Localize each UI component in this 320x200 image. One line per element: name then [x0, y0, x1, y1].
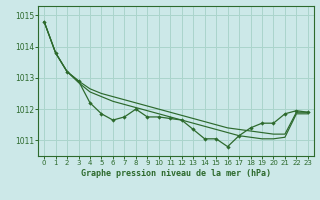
X-axis label: Graphe pression niveau de la mer (hPa): Graphe pression niveau de la mer (hPa) — [81, 169, 271, 178]
